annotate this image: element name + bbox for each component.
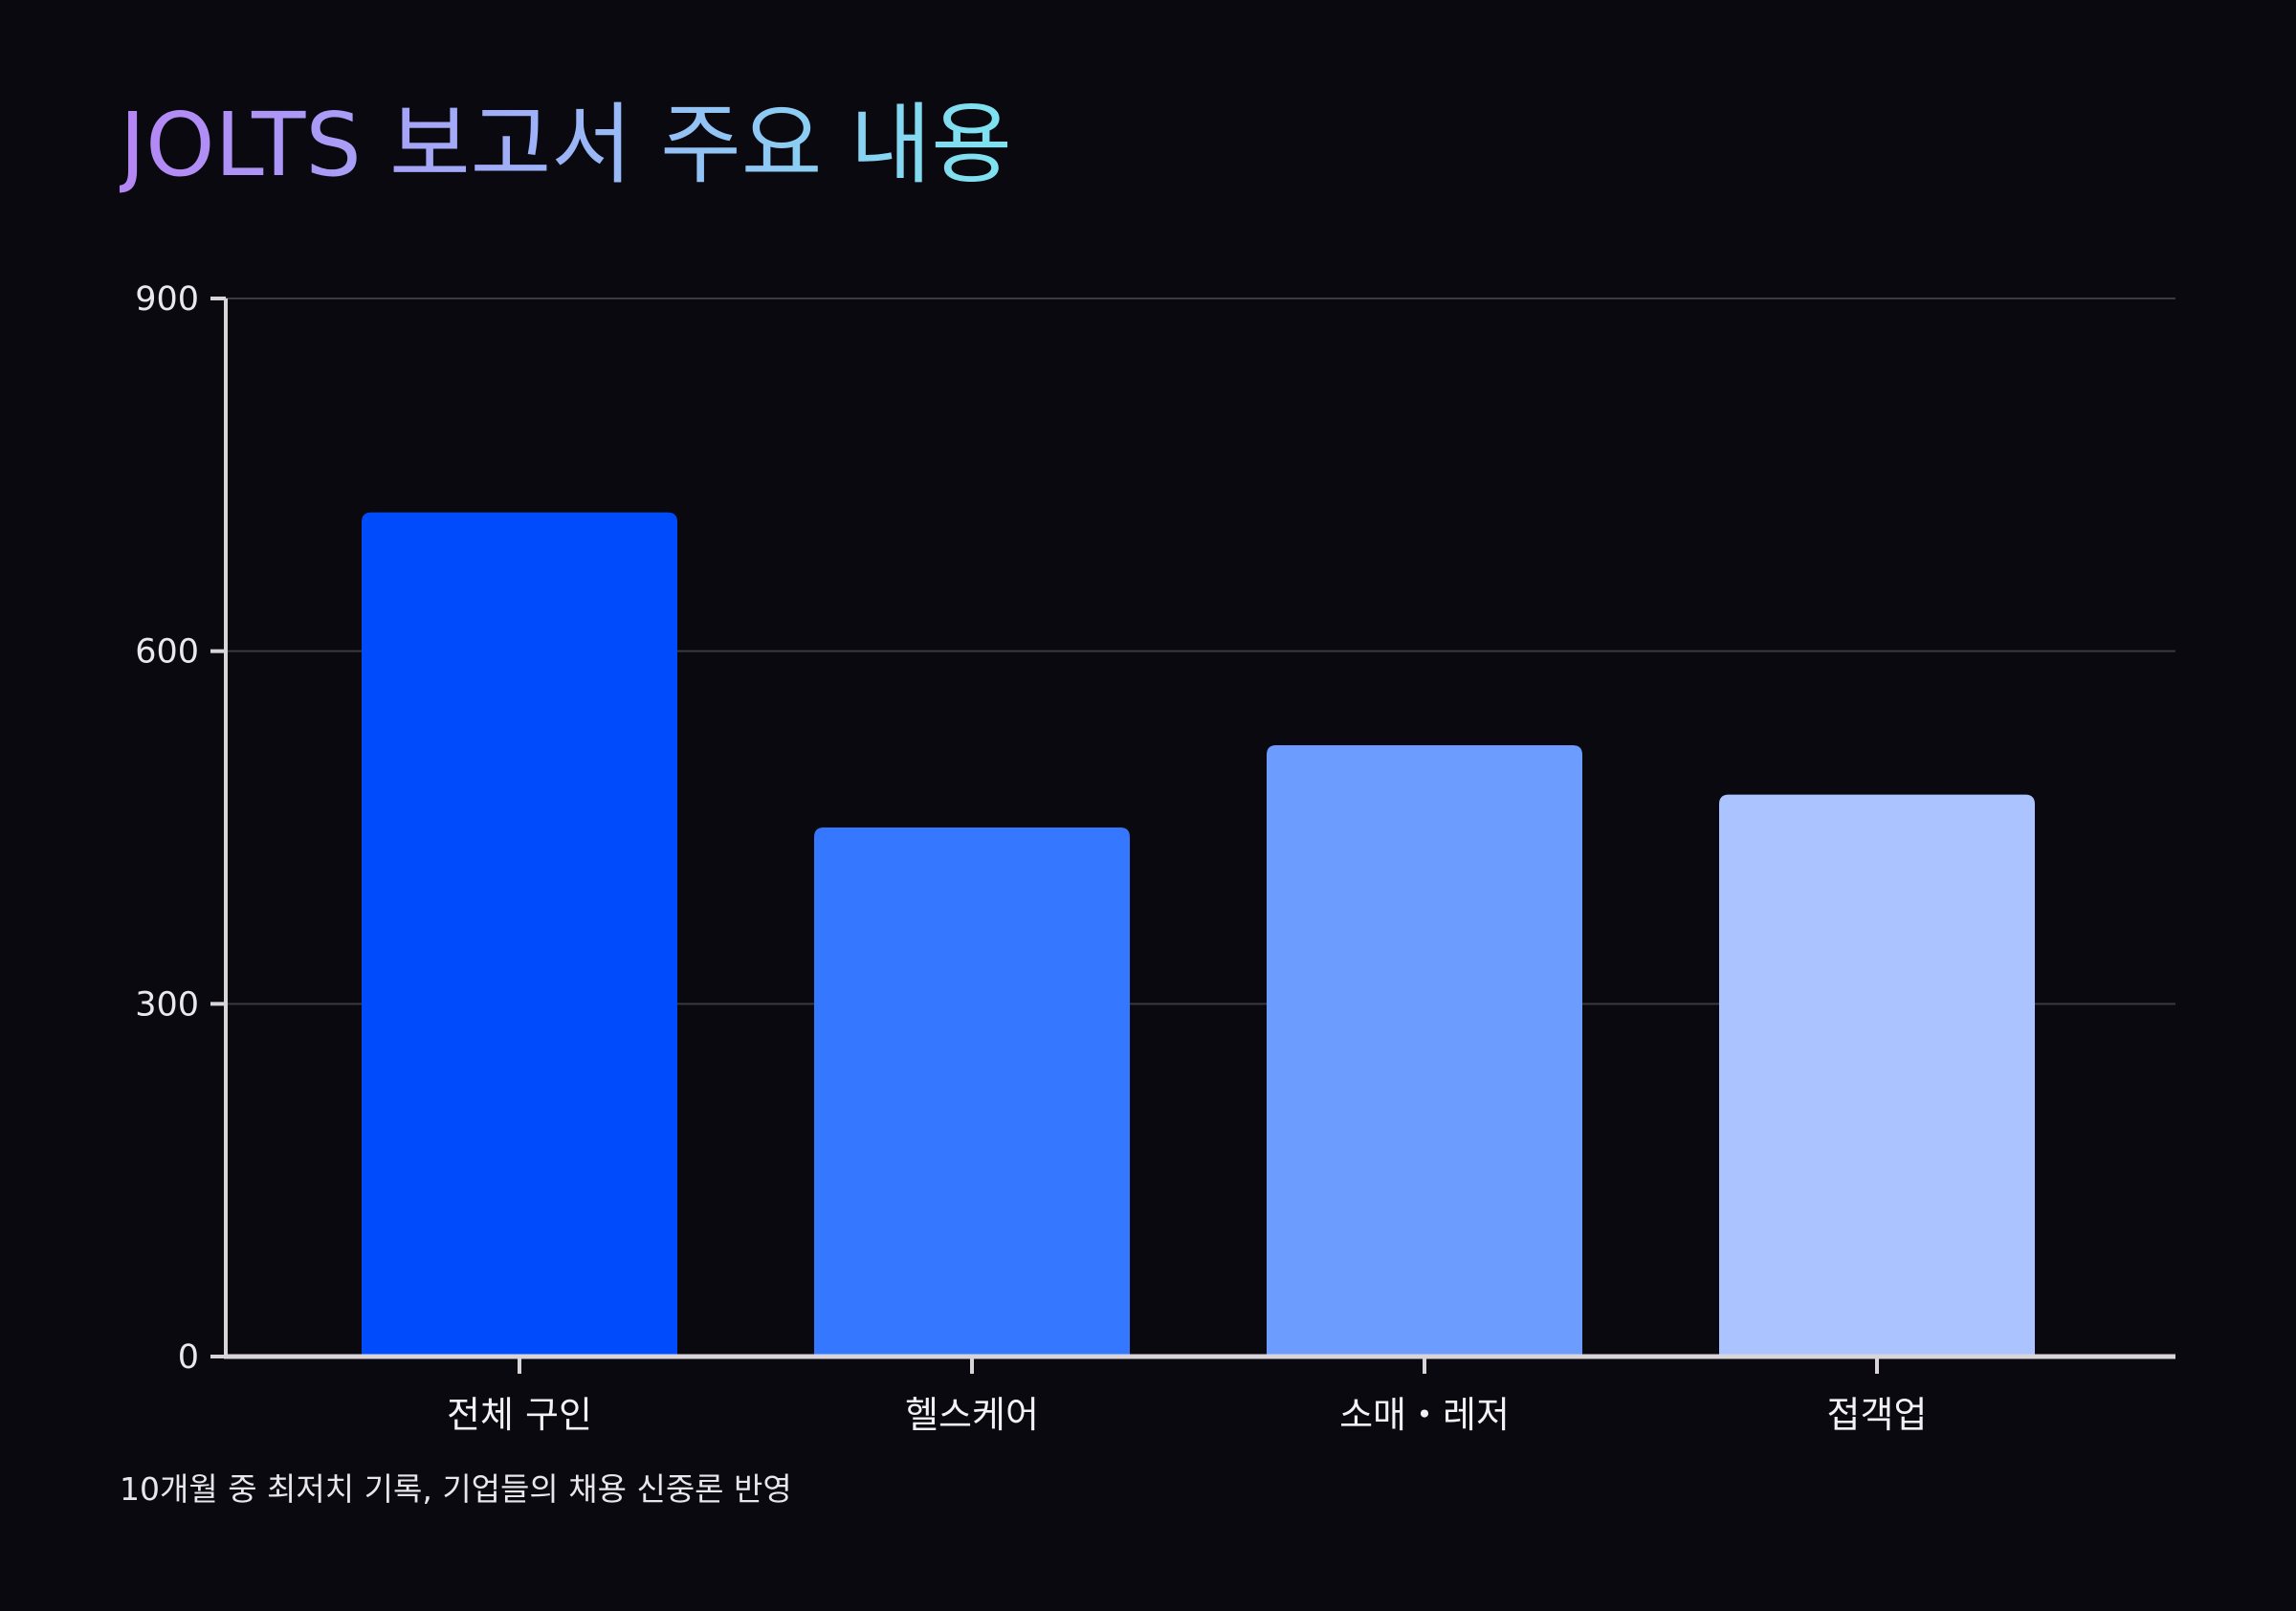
axes <box>210 297 2175 1374</box>
bar-2 <box>814 828 1130 1357</box>
x-tick-label-4: 접객업 <box>1827 1394 1928 1436</box>
x-tick-label-2: 헬스케어 <box>905 1394 1039 1436</box>
y-tick-label-0: 0 <box>178 1338 199 1377</box>
chart-footnote: 10개월 중 최저치 기록, 기업들의 채용 신중론 반영 <box>120 1470 792 1508</box>
y-tick-label-600: 600 <box>135 633 199 672</box>
bars <box>362 512 2035 1357</box>
bar-1 <box>362 512 677 1357</box>
chart-title: JOLTS 보고서 주요 내용 <box>120 88 1012 203</box>
x-tick-label-3: 소매・레저 <box>1339 1394 1510 1436</box>
y-tick-label-900: 900 <box>135 280 199 319</box>
bar-4 <box>1719 794 2035 1357</box>
bar-3 <box>1267 744 1582 1357</box>
y-tick-label-300: 300 <box>135 985 199 1024</box>
labels: 0 300 600 900 전체 구인 헬스케어 소매・레저 접객업 <box>135 280 1927 1436</box>
x-tick-label-1: 전체 구인 <box>447 1394 592 1436</box>
